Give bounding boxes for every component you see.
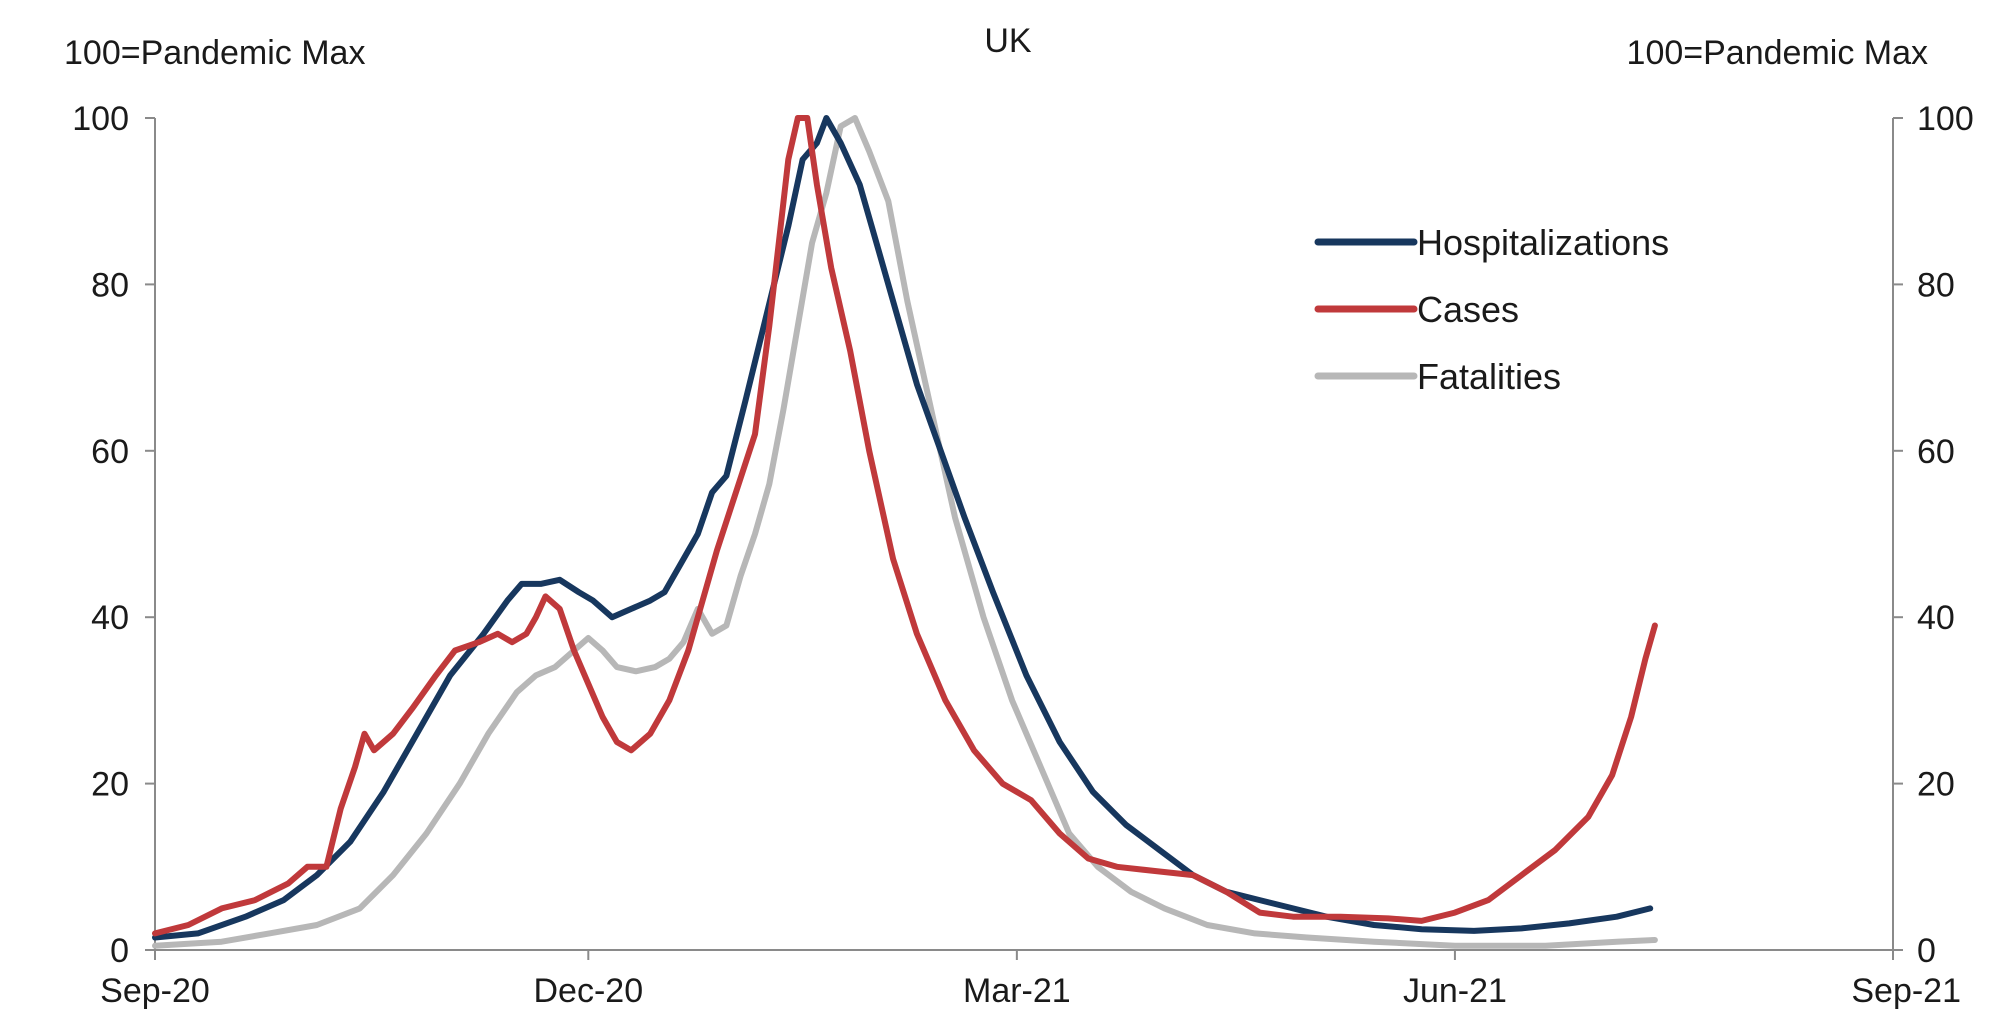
legend-label-fatalities: Fatalities — [1417, 356, 1561, 397]
legend: Hospitalizations Cases Fatalities — [1314, 222, 1669, 397]
right-axis-label: 100=Pandemic Max — [1627, 34, 1928, 72]
right-ytick-label: 80 — [1917, 266, 1955, 304]
right-ytick-label: 40 — [1917, 599, 1955, 637]
series-line-fatalities — [152, 115, 1658, 949]
series-layer — [152, 115, 1658, 949]
xtick-label: Sep-20 — [100, 972, 210, 1010]
legend-label-hospitalizations: Hospitalizations — [1417, 222, 1669, 263]
legend-label-cases: Cases — [1417, 289, 1519, 330]
xtick-label: Dec-20 — [534, 972, 644, 1010]
right-ytick-label: 60 — [1917, 433, 1955, 471]
left-axis-label: 100=Pandemic Max — [64, 34, 365, 72]
ticks-layer: 0 0 20 20 40 40 60 60 80 80 100 100 Sep-20 Dec-20 Mar-… — [72, 100, 1973, 1010]
right-ytick-label: 0 — [1917, 932, 1936, 970]
chart-title: UK — [984, 22, 1032, 60]
left-ytick-label: 60 — [91, 433, 129, 471]
left-ytick-label: 20 — [91, 766, 129, 804]
left-ytick-label: 80 — [91, 266, 129, 304]
xtick-label: Jun-21 — [1403, 972, 1507, 1010]
left-ytick-label: 0 — [110, 932, 129, 970]
left-ytick-label: 40 — [91, 599, 129, 637]
xtick-label: Sep-21 — [1851, 972, 1961, 1010]
xtick-label: Mar-21 — [963, 972, 1071, 1010]
left-ytick-label: 100 — [72, 100, 129, 138]
right-ytick-label: 20 — [1917, 766, 1955, 804]
series-line-hospitalizations — [152, 115, 1654, 941]
right-ytick-label: 100 — [1917, 100, 1974, 138]
series-line-cases — [152, 115, 1658, 937]
